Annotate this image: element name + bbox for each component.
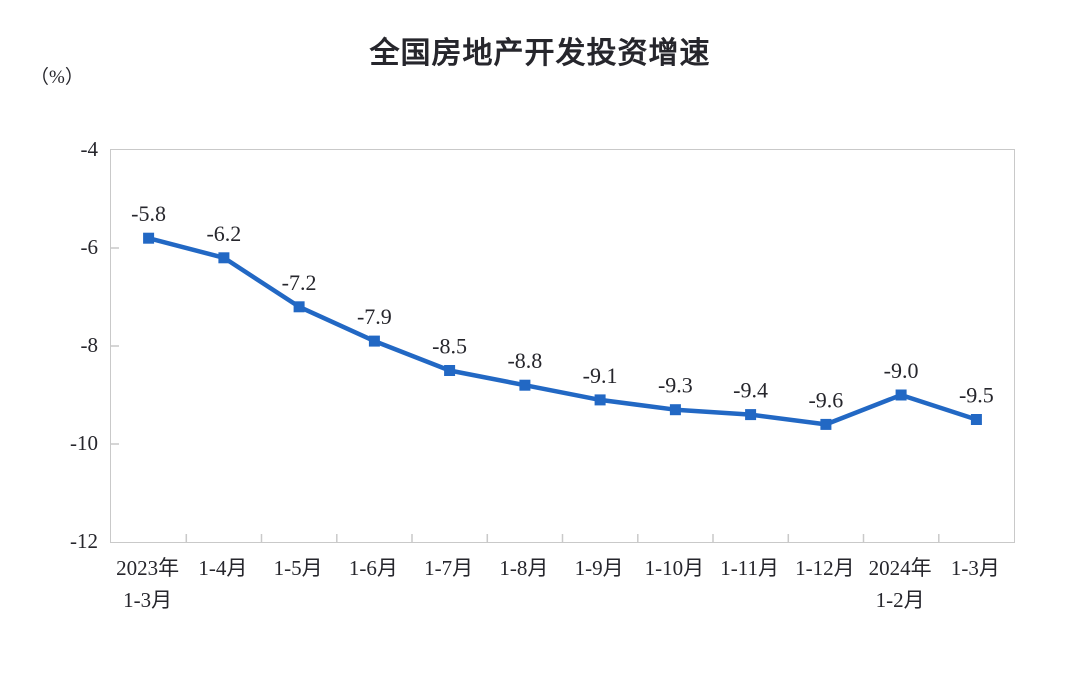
x-axis-tick-label: 1-10月 — [609, 552, 739, 584]
chart-title: 全国房地产开发投资增速 — [369, 37, 711, 70]
data-point-label: -7.9 — [357, 304, 392, 329]
x-axis-tick-label-line: 1-6月 — [348, 556, 398, 580]
data-point-label: -8.5 — [432, 334, 467, 359]
x-axis-tick-label: 1-6月 — [308, 552, 438, 584]
x-axis-tick-label: 1-9月 — [534, 552, 664, 584]
data-point-label: -9.4 — [733, 378, 768, 403]
x-axis-tick-label-line: 1-3月 — [950, 556, 1000, 580]
data-point-marker — [594, 394, 606, 406]
x-axis-tick-label-line: 1-2月 — [875, 588, 925, 612]
chart-svg: -5.8 -6.2 -7.2 -7.9 -8.5 -8.8 -9.1 -9.3 -9.4 -9.6… — [111, 201, 994, 542]
x-axis-tick-label: 1-5月 — [233, 552, 363, 584]
x-axis-tick-label-line: 1-3月 — [123, 588, 173, 612]
x-axis-tick-label-line: 1-12月 — [795, 556, 855, 580]
x-axis-tick-label-line: 1-5月 — [273, 556, 323, 580]
data-point-marker — [293, 301, 305, 313]
data-point-marker — [143, 232, 155, 244]
data-point-label: -9.3 — [658, 373, 693, 398]
x-axis-tick-label: 2024年 1-2月 — [835, 552, 965, 616]
y-axis-tick-label: -12 — [70, 529, 98, 553]
data-point-marker — [444, 365, 456, 376]
data-point-marker — [820, 418, 832, 430]
x-axis-tick-label-line: 1-4月 — [198, 556, 248, 580]
x-axis-tick-label-line: 1-10月 — [644, 556, 705, 580]
data-point-label: -9.6 — [808, 387, 843, 412]
x-axis-tick-label: 1-11月 — [685, 552, 815, 584]
data-point-label: -9.0 — [884, 358, 919, 383]
data-point-marker — [895, 389, 907, 401]
y-axis-tick-label: -6 — [80, 235, 99, 259]
x-axis-tick-label-line: 1-11月 — [720, 556, 779, 580]
y-axis-unit-label: （%） — [30, 67, 84, 88]
y-axis-tick-label: -10 — [70, 431, 98, 455]
x-axis-tick-label: 1-12月 — [760, 552, 890, 584]
data-point-marker — [218, 252, 230, 264]
x-axis-tick-label: 1-7月 — [384, 552, 514, 584]
data-point-label: -5.8 — [131, 201, 166, 226]
x-axis-tick-label-line: 2023年 — [116, 556, 180, 580]
data-point-label: -9.5 — [959, 383, 994, 408]
x-axis-tick-label-line: 1-7月 — [424, 556, 474, 580]
data-point-marker — [669, 404, 681, 416]
data-point-label: -9.1 — [583, 363, 618, 388]
y-axis-tick-label: -8 — [80, 333, 99, 357]
x-axis-tick-label: 1-8月 — [459, 552, 589, 584]
data-point-label: -8.8 — [507, 348, 542, 373]
series-line — [148, 236, 978, 427]
data-point-marker — [970, 414, 982, 425]
data-point-marker — [368, 335, 380, 347]
x-axis-tick-label: 2023年 1-3月 — [83, 552, 213, 616]
data-point-marker — [519, 379, 531, 391]
x-axis-tick-label: 1-3月 — [910, 552, 1040, 584]
x-axis-tick-label-line: 1-8月 — [499, 556, 549, 580]
data-point-marker — [745, 409, 757, 421]
x-axis-tick-label-line: 2024年 — [868, 556, 932, 580]
x-axis-tick-label: 1-4月 — [158, 552, 288, 584]
data-point-label: -6.2 — [206, 221, 241, 246]
data-point-label: -7.2 — [282, 270, 317, 295]
plot-area: -5.8 -6.2 -7.2 -7.9 -8.5 -8.8 -9.1 -9.3 -9.4 -9.6… — [110, 149, 1015, 543]
y-axis-tick-label: -4 — [80, 137, 99, 161]
x-axis-tick-label-line: 1-9月 — [574, 556, 624, 580]
